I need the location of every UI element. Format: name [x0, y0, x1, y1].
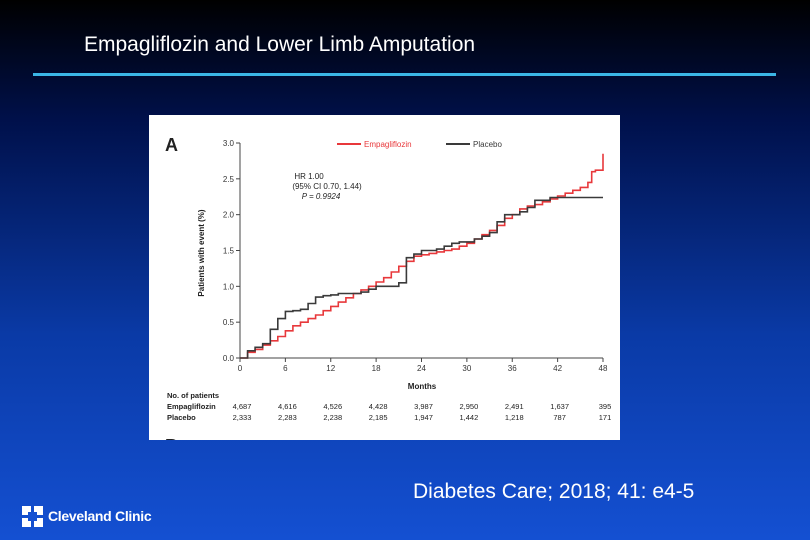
- x-tick-label: 6: [283, 364, 288, 373]
- at-risk-cell: 4,428: [369, 402, 388, 411]
- at-risk-cell: 395: [599, 402, 612, 411]
- x-tick-label: 24: [417, 364, 426, 373]
- at-risk-cell: 2,185: [369, 413, 388, 422]
- at-risk-cell: 3,987: [414, 402, 433, 411]
- at-risk-cells: 4,687 4,616 4,526 4,428 3,987 2,950 2,491 1,637…: [233, 402, 612, 422]
- slide-title: Empagliflozin and Lower Limb Amputation: [84, 33, 476, 56]
- at-risk-cell: 4,526: [323, 402, 342, 411]
- panel-label-b: B: [165, 436, 178, 440]
- cleveland-clinic-cross-icon: [22, 506, 43, 527]
- confidence-interval-text: (95% CI 0.70, 1.44): [292, 182, 362, 191]
- km-chart: A B 0.0 0.5 1.0 1.5 2.0 2.5 3.0 0 6 12 18 24 30 36 42 4…: [165, 135, 611, 440]
- legend: Empagliflozin Placebo: [337, 140, 502, 149]
- series-layer: [240, 153, 604, 359]
- at-risk-cell: 2,333: [233, 413, 252, 422]
- empagliflozin-line: [240, 153, 604, 359]
- x-tick-label: 12: [326, 364, 335, 373]
- x-axis-title: Months: [408, 382, 437, 391]
- x-tick-label: 30: [462, 364, 471, 373]
- x-tick-label: 18: [372, 364, 381, 373]
- at-risk-cell: 1,637: [550, 402, 569, 411]
- km-figure-panel: A B 0.0 0.5 1.0 1.5 2.0 2.5 3.0 0 6 12 18 24 30 36 42 4…: [149, 115, 620, 440]
- at-risk-cell: 1,218: [505, 413, 524, 422]
- y-tick-label: 2.0: [223, 211, 235, 220]
- title-underline: [33, 73, 776, 76]
- citation: Diabetes Care; 2018; 41: e4-5: [413, 480, 695, 503]
- x-tick-label: 48: [599, 364, 608, 373]
- hazard-ratio-text: HR 1.00: [294, 172, 324, 181]
- x-tick-label: 0: [238, 364, 243, 373]
- hazard-ratio-annotation: HR 1.00 (95% CI 0.70, 1.44) P = 0.9924: [292, 172, 362, 201]
- x-tick-label: 42: [553, 364, 562, 373]
- y-tick-label: 1.5: [223, 247, 235, 256]
- at-risk-cell: 787: [553, 413, 566, 422]
- at-risk-cell: 4,616: [278, 402, 297, 411]
- legend-label-empagliflozin: Empagliflozin: [364, 140, 412, 149]
- axes-layer: 0.0 0.5 1.0 1.5 2.0 2.5 3.0 0 6 12 18 24 30 36 42 48: [223, 139, 608, 373]
- at-risk-cell: 171: [599, 413, 612, 422]
- at-risk-title: No. of patients: [167, 391, 219, 400]
- x-tick-label: 36: [508, 364, 517, 373]
- at-risk-cell: 2,238: [323, 413, 342, 422]
- at-risk-row-label: Placebo: [167, 413, 196, 422]
- y-axis-title: Patients with event (%): [197, 209, 206, 296]
- at-risk-cell: 4,687: [233, 402, 252, 411]
- logo-text: Cleveland Clinic: [48, 508, 152, 524]
- at-risk-table: No. of patients Empagliflozin Placebo 4,…: [167, 391, 611, 422]
- panel-label-a: A: [165, 135, 178, 155]
- at-risk-row-label: Empagliflozin: [167, 402, 216, 411]
- at-risk-cell: 2,491: [505, 402, 524, 411]
- y-tick-label: 2.5: [223, 175, 235, 184]
- p-value-text: P = 0.9924: [302, 192, 341, 201]
- at-risk-cell: 1,442: [459, 413, 478, 422]
- y-tick-label: 1.0: [223, 282, 235, 291]
- at-risk-cell: 1,947: [414, 413, 433, 422]
- placebo-line: [240, 196, 603, 359]
- legend-label-placebo: Placebo: [473, 140, 502, 149]
- y-tick-label: 0.0: [223, 354, 235, 363]
- y-tick-label: 0.5: [223, 318, 235, 327]
- at-risk-cell: 2,950: [459, 402, 478, 411]
- at-risk-cell: 2,283: [278, 413, 297, 422]
- y-tick-label: 3.0: [223, 139, 235, 148]
